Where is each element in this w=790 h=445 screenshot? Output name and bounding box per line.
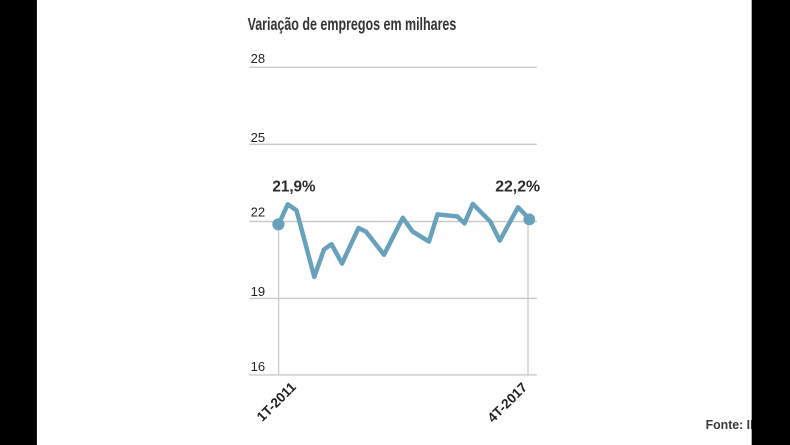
svg-text:28: 28 xyxy=(251,51,265,66)
svg-text:Variação de empregos em milhar: Variação de empregos em milhares xyxy=(248,15,457,35)
svg-text:21,9%: 21,9% xyxy=(272,178,315,195)
svg-text:22,2%: 22,2% xyxy=(495,178,540,195)
svg-text:16: 16 xyxy=(251,359,265,374)
svg-text:22: 22 xyxy=(251,205,265,220)
svg-text:19: 19 xyxy=(251,284,265,299)
svg-text:25: 25 xyxy=(251,130,265,145)
